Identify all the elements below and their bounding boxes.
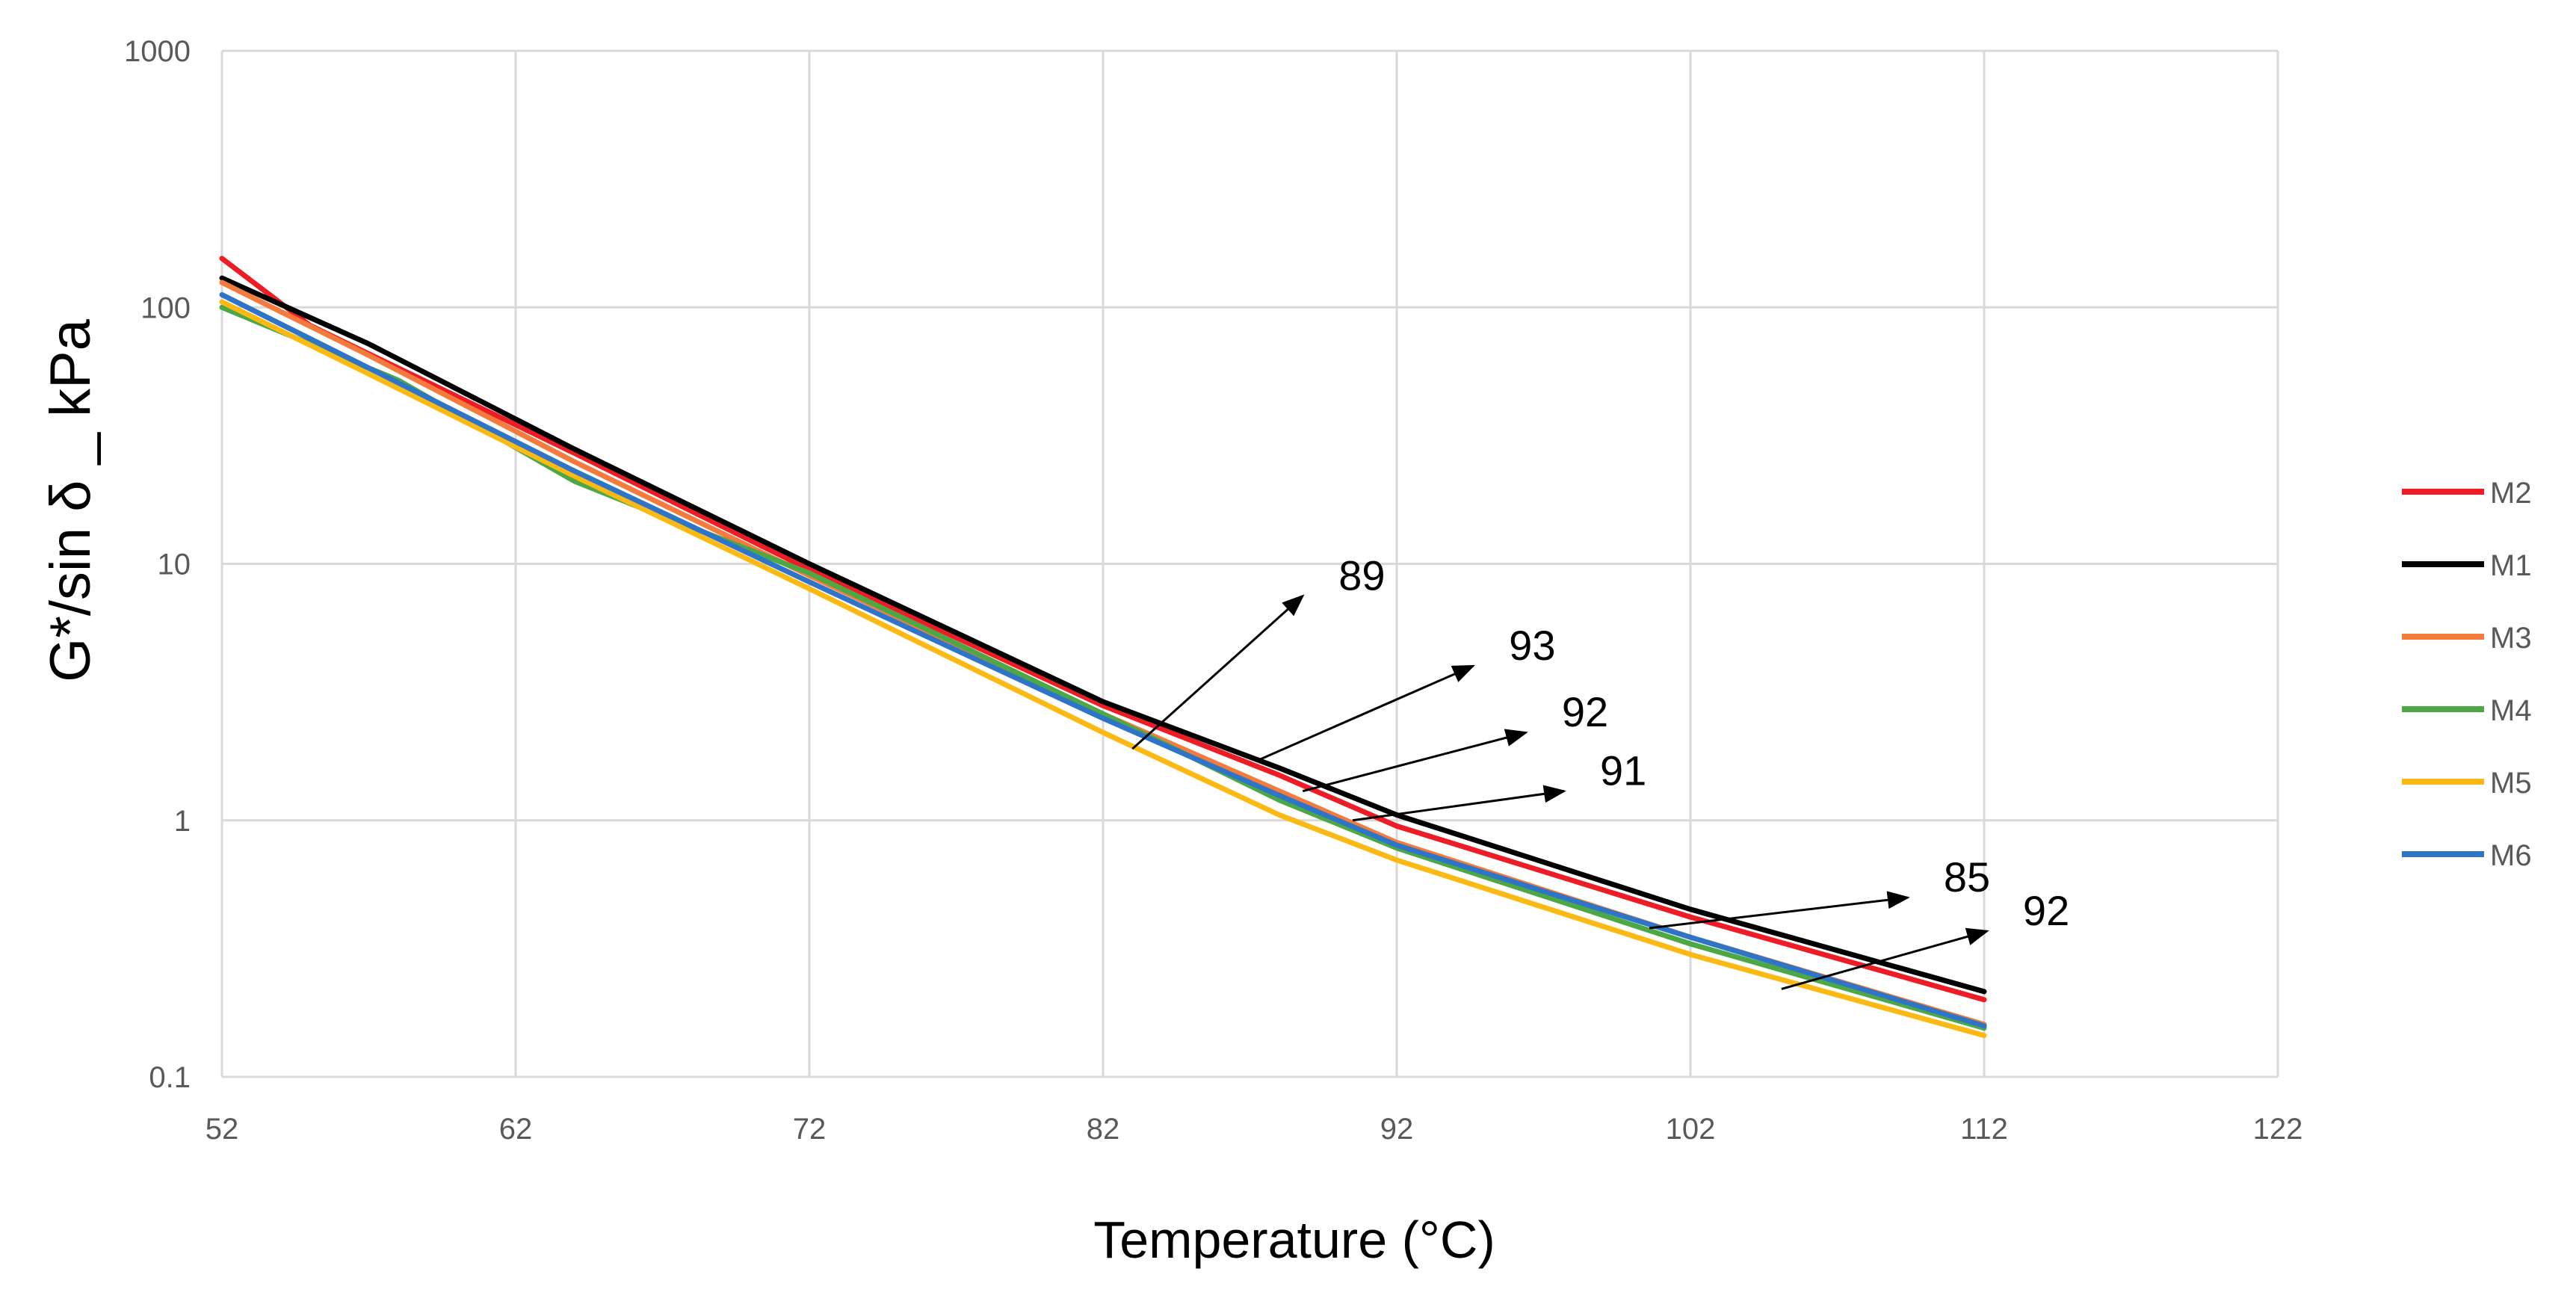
x-axis-label: Temperature (°C): [1093, 1211, 1495, 1269]
y-tick-label: 1000: [124, 35, 191, 68]
series-line-m1: [219, 275, 1987, 995]
legend-label-m5: M5: [2490, 767, 2532, 800]
x-tick-label: 72: [793, 1113, 827, 1146]
annotation-label: 92: [1562, 688, 1608, 735]
annotation-arrow: [1781, 927, 1989, 990]
legend: M2 M1 M3 M4 M5 M6: [2402, 477, 2532, 872]
legend-label-m4: M4: [2490, 694, 2532, 727]
annotation-label: 89: [1338, 552, 1385, 599]
y-tick-label: 10: [158, 549, 191, 581]
y-axis-ticks: 0.1 1 10 100 1000: [124, 35, 191, 1094]
y-tick-label: 100: [140, 291, 191, 324]
y-tick-label: 0.1: [149, 1061, 191, 1094]
annotation-arrow: [1302, 729, 1528, 793]
gridlines: [220, 49, 2279, 1078]
legend-label-m6: M6: [2490, 839, 2532, 872]
legend-label-m1: M1: [2490, 549, 2532, 582]
annotation-label: 93: [1509, 622, 1555, 669]
x-tick-label: 62: [499, 1113, 533, 1146]
series-lines: [219, 256, 1987, 1039]
x-tick-label: 92: [1380, 1113, 1414, 1146]
x-tick-label: 52: [206, 1113, 239, 1146]
series-line-m6: [219, 291, 1987, 1029]
annotation-arrow: [1255, 664, 1475, 763]
annotation-arrow: [1649, 891, 1910, 930]
series-line-m5: [219, 299, 1987, 1039]
annotation-label: 92: [2023, 887, 2069, 934]
x-tick-label: 82: [1087, 1113, 1120, 1146]
annotation-label: 85: [1944, 853, 1990, 900]
x-axis-ticks: 52 62 72 82 92 102 112 122: [206, 1113, 2303, 1146]
legend-label-m3: M3: [2490, 622, 2532, 655]
annotation-arrow: [1131, 594, 1305, 750]
y-axis-label: G*/sin δ _ kPa: [39, 318, 102, 682]
legend-label-m2: M2: [2490, 477, 2532, 510]
x-tick-label: 102: [1666, 1113, 1716, 1146]
annotation-arrow: [1352, 785, 1566, 822]
y-tick-label: 1: [174, 805, 191, 838]
annotation-label: 91: [1600, 747, 1646, 794]
x-tick-label: 112: [1960, 1113, 2008, 1146]
x-tick-label: 122: [2253, 1113, 2303, 1146]
